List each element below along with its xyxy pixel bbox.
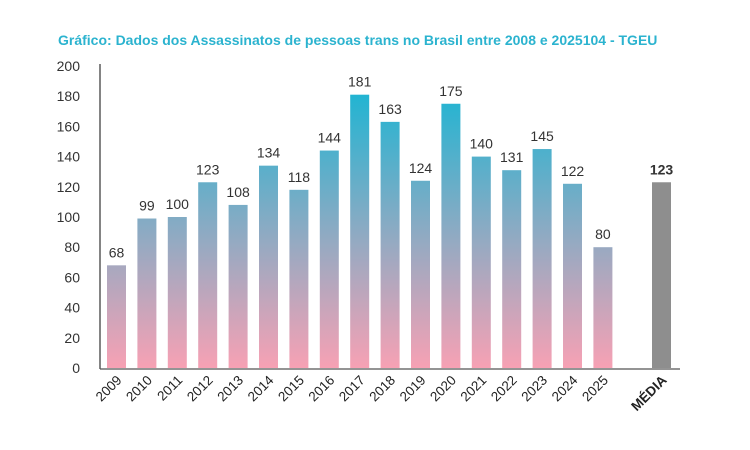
x-tick-label: 2025 [579,373,611,405]
data-label: 163 [378,101,402,117]
average-x-label: MÉDIA [628,372,670,414]
bar-2013 [228,204,248,368]
x-tick-label: 2012 [184,373,216,405]
bar-2011 [167,217,187,368]
x-tick-label: 2020 [427,373,459,405]
bar-2015 [289,189,309,368]
y-tick-label: 40 [64,300,80,316]
bar-2019 [411,180,430,368]
x-tick-label: 2014 [245,372,277,404]
x-tick-label: 2019 [397,373,429,405]
bar-2009 [107,265,126,368]
data-label: 123 [196,161,220,177]
bar-2016 [319,150,339,368]
x-tick-label: 2013 [214,373,246,405]
x-tick-label: 2016 [306,373,338,405]
data-label: 99 [139,198,155,214]
y-tick-label: 80 [64,239,80,255]
data-label: 118 [288,169,311,185]
bar-2020 [441,103,461,368]
data-label: 140 [470,136,494,152]
x-tick-label: 2021 [458,373,490,405]
data-label: 181 [348,74,372,90]
y-tick-label: 60 [64,269,80,285]
bar-2021 [471,156,491,368]
bar-2012 [198,182,218,368]
y-tick-label: 140 [57,149,81,165]
data-label: 68 [109,244,125,260]
bar-2018 [380,121,400,369]
bar-average [652,182,671,368]
data-label: 144 [318,130,342,146]
bar-2024 [563,183,582,368]
bar-2025 [593,247,613,368]
y-tick-label: 0 [72,360,80,376]
bar-2010 [137,218,157,368]
x-tick-label: 2011 [154,373,185,404]
bar-2014 [259,165,278,368]
y-tick-label: 180 [57,88,81,104]
data-label: 80 [595,226,611,242]
chart-title: Gráfico: Dados dos Assassinatos de pesso… [58,32,657,48]
x-tick-label: 2022 [488,373,520,405]
data-label: 108 [226,184,250,200]
y-tick-label: 160 [57,118,81,134]
bar-2023 [532,149,552,368]
data-label: 175 [439,83,463,99]
x-tick-label: 2017 [336,373,368,405]
bar-2017 [350,94,370,368]
data-label: 100 [166,196,190,212]
x-tick-label: 2010 [123,373,155,405]
x-tick-label: 2015 [275,373,307,405]
data-label: 134 [257,145,281,161]
data-label: 124 [409,160,433,176]
average-data-label: 123 [650,161,674,177]
x-tick-label: 2009 [93,373,125,405]
x-tick-label: 2023 [518,373,550,405]
y-tick-label: 100 [57,209,81,225]
x-tick-label: 2024 [549,372,581,404]
y-tick-label: 200 [57,58,81,74]
y-tick-label: 20 [64,330,80,346]
bar-2022 [502,170,522,368]
x-tick-label: 2018 [366,373,398,405]
data-label: 145 [530,128,554,144]
data-label: 131 [500,149,524,165]
y-tick-label: 120 [57,179,81,195]
data-label: 122 [561,163,585,179]
